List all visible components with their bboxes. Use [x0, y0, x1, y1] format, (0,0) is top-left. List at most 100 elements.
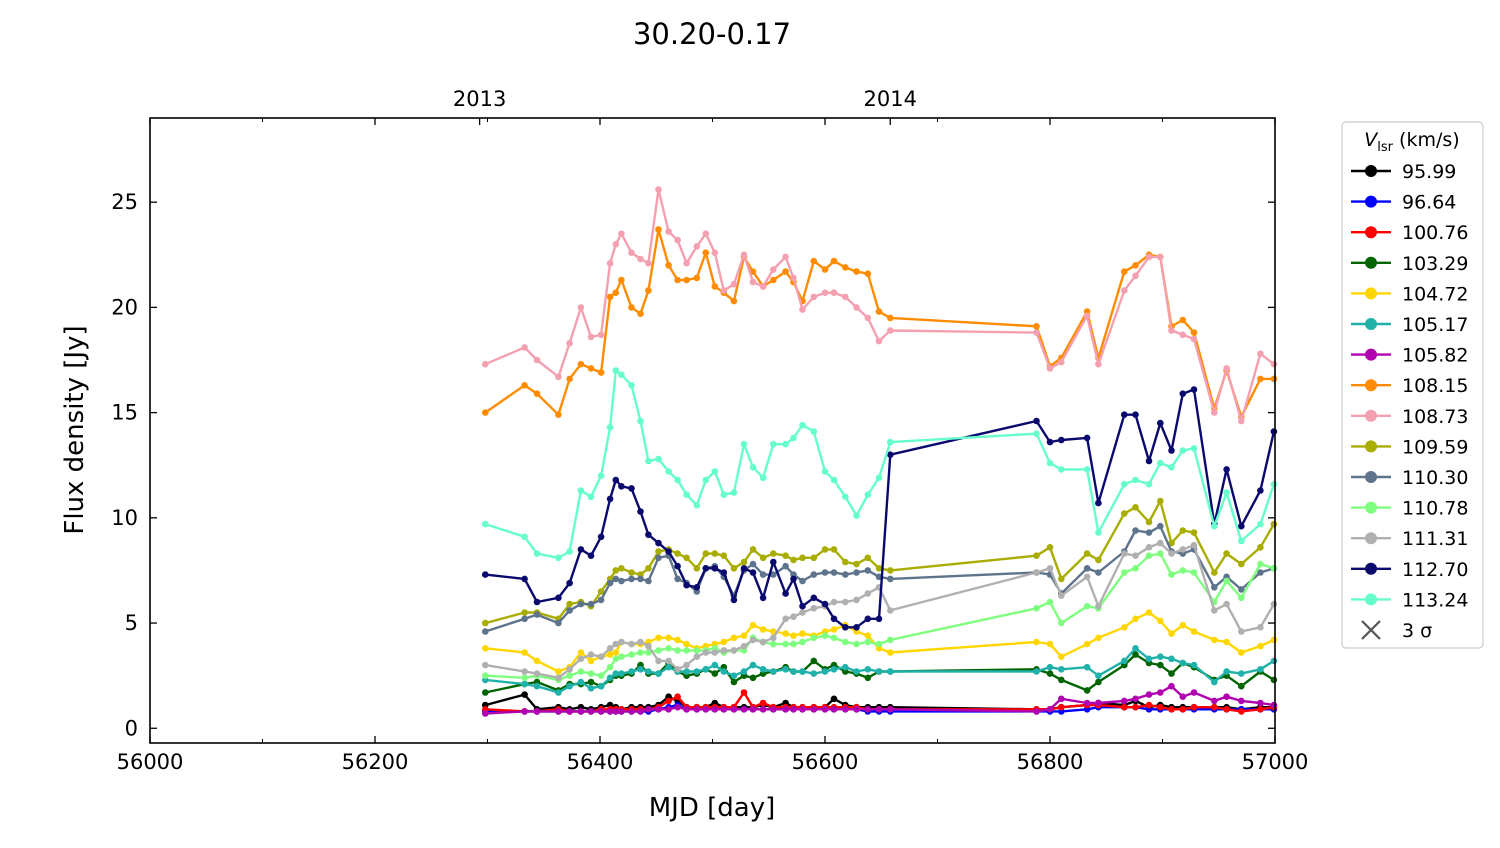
data-point: [830, 569, 838, 576]
data-point: [597, 331, 605, 339]
data-point: [740, 706, 748, 713]
legend-swatch-marker: [1365, 287, 1377, 300]
data-point: [821, 546, 829, 553]
data-point: [597, 682, 605, 690]
data-point: [587, 651, 595, 658]
data-point: [720, 638, 728, 646]
legend-swatch-marker: [1365, 318, 1377, 330]
data-point: [1083, 434, 1091, 442]
data-point: [799, 609, 806, 616]
data-point: [842, 293, 849, 301]
x-axis-label: MJD [day]: [649, 793, 776, 823]
data-point: [799, 668, 806, 675]
data-point: [1121, 510, 1128, 517]
data-point: [702, 666, 710, 673]
data-point: [1238, 708, 1245, 715]
data-point: [555, 689, 562, 696]
data-point: [674, 666, 681, 673]
data-point: [628, 569, 635, 576]
data-point: [683, 581, 690, 589]
data-point: [1157, 689, 1164, 696]
data-point: [875, 565, 883, 572]
year-label: 2013: [453, 87, 506, 111]
legend-item: 103.29: [1351, 253, 1468, 275]
data-point: [790, 613, 797, 620]
data-point: [1121, 703, 1128, 711]
data-point: [759, 554, 767, 562]
data-point: [853, 304, 860, 311]
data-point: [577, 304, 585, 311]
data-point: [830, 546, 838, 553]
data-point: [740, 251, 748, 259]
data-point: [566, 600, 573, 608]
data-point: [1223, 600, 1230, 608]
data-point: [759, 594, 767, 602]
data-point: [770, 571, 777, 578]
data-point: [1270, 676, 1278, 684]
data-point: [577, 655, 585, 663]
data-point: [1046, 544, 1054, 551]
legend-label: 104.72: [1402, 283, 1468, 305]
y-tick-label: 25: [111, 190, 138, 214]
data-point: [821, 266, 829, 273]
data-point: [587, 493, 595, 501]
data-point: [674, 575, 681, 583]
data-point: [821, 468, 829, 475]
data-point: [674, 276, 681, 284]
data-point: [612, 708, 620, 715]
data-point: [864, 666, 872, 673]
data-point: [566, 666, 573, 673]
data-point: [1046, 565, 1054, 572]
data-point: [740, 440, 748, 448]
data-point: [587, 657, 595, 665]
data-point: [683, 640, 690, 648]
data-point: [637, 575, 644, 583]
data-point: [482, 645, 489, 652]
data-point: [711, 283, 719, 290]
data-point: [864, 567, 872, 574]
legend-swatch-marker: [1365, 471, 1377, 483]
data-point: [1095, 556, 1102, 564]
data-point: [1238, 417, 1245, 425]
data-point: [555, 619, 562, 627]
x-tick-label: 56000: [117, 750, 184, 774]
data-point: [830, 615, 838, 623]
legend-label: 110.30: [1402, 467, 1468, 489]
data-point: [1121, 624, 1128, 631]
data-point: [759, 474, 767, 482]
data-point: [1132, 695, 1139, 703]
data-point: [1145, 609, 1153, 616]
data-point: [1145, 253, 1153, 261]
data-point: [587, 678, 595, 686]
data-point: [730, 634, 738, 642]
data-point: [875, 668, 883, 675]
data-point: [1033, 638, 1040, 646]
data-point: [821, 569, 829, 576]
data-point: [1270, 600, 1278, 608]
data-point: [799, 554, 806, 562]
data-point: [1058, 653, 1065, 660]
data-point: [770, 558, 777, 566]
data-point: [1211, 569, 1218, 576]
data-point: [1033, 417, 1040, 425]
data-point: [533, 550, 541, 557]
data-point: [1132, 527, 1139, 534]
data-point: [1046, 663, 1054, 671]
data-point: [533, 670, 541, 677]
legend-swatch-marker: [1365, 409, 1377, 422]
legend-label: 3 σ: [1402, 620, 1432, 642]
legend-box: [1341, 121, 1484, 649]
data-point: [1083, 663, 1091, 671]
data-point: [1270, 520, 1278, 528]
data-point: [864, 674, 872, 682]
data-point: [1132, 262, 1139, 269]
data-point: [533, 657, 541, 665]
data-point: [770, 640, 777, 648]
data-point: [887, 438, 894, 446]
data-point: [740, 642, 748, 650]
legend-label: 112.70: [1402, 559, 1468, 581]
data-point: [1179, 390, 1187, 398]
data-point: [618, 483, 625, 490]
data-point: [887, 451, 894, 459]
legend-item: 108.73: [1351, 406, 1468, 428]
